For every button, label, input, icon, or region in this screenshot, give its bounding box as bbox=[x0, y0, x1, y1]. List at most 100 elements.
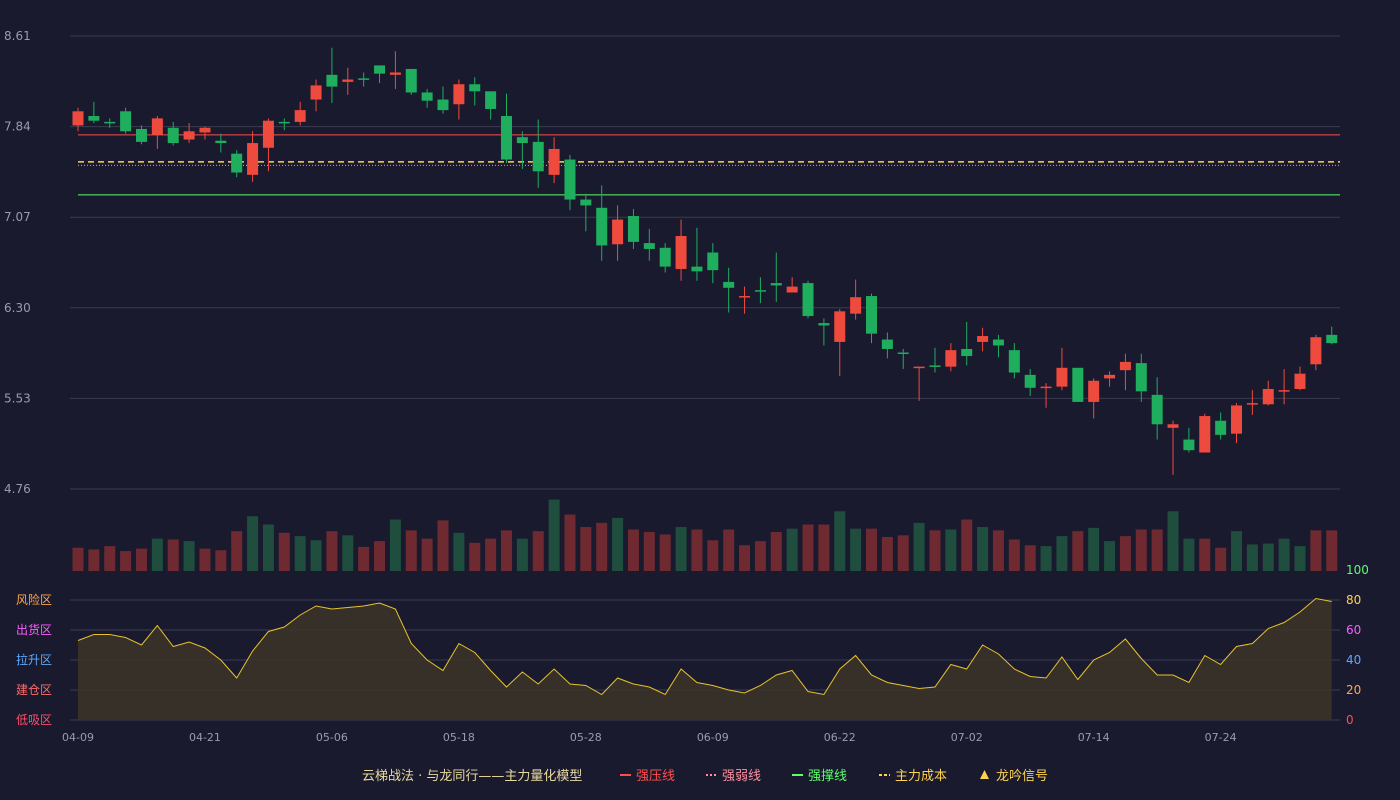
volume-bar bbox=[374, 541, 386, 571]
candle-body bbox=[1040, 386, 1052, 389]
volume-bar bbox=[1294, 546, 1306, 571]
volume-bars bbox=[72, 499, 1338, 571]
x-tick-label: 07-02 bbox=[951, 731, 983, 744]
candle bbox=[881, 332, 893, 359]
candle bbox=[834, 308, 846, 377]
volume-bar bbox=[818, 524, 830, 571]
x-tick-label: 05-28 bbox=[570, 731, 602, 744]
indicator-tick-label: 80 bbox=[1346, 593, 1361, 607]
candle bbox=[262, 118, 274, 172]
volume-bar bbox=[1008, 539, 1020, 571]
candle-body bbox=[294, 110, 306, 122]
candle-body bbox=[278, 121, 290, 124]
candle bbox=[612, 205, 624, 261]
candle bbox=[135, 125, 147, 145]
candle bbox=[1278, 368, 1290, 405]
candle bbox=[897, 348, 909, 369]
x-axis: 04-09 04-21 05-06 05-18 05-28 06-09 06-22 07-02… bbox=[62, 731, 1237, 744]
candle bbox=[1326, 326, 1338, 345]
candle-body bbox=[1104, 374, 1116, 379]
candle bbox=[739, 286, 751, 314]
indicator-tick-label: 60 bbox=[1346, 623, 1361, 637]
candle-body bbox=[770, 283, 782, 286]
candle-body bbox=[215, 140, 227, 144]
candle-body bbox=[548, 148, 560, 175]
candle-body bbox=[516, 137, 528, 144]
candle-body bbox=[374, 65, 386, 74]
volume-bar bbox=[1088, 527, 1100, 571]
volume-bar bbox=[1183, 538, 1195, 571]
candle-body bbox=[405, 68, 417, 93]
legend-label: 主力成本 bbox=[895, 769, 947, 784]
y-tick-label: 7.07 bbox=[4, 210, 31, 224]
legend-label: 龙吟信号 bbox=[996, 768, 1048, 784]
y-tick-label: 5.53 bbox=[4, 391, 31, 405]
candle-body bbox=[707, 252, 719, 271]
legend-triangle-icon bbox=[980, 770, 989, 779]
candle bbox=[516, 131, 528, 169]
candle bbox=[1231, 403, 1243, 444]
candle bbox=[469, 77, 481, 106]
candle bbox=[485, 91, 497, 120]
volume-bar bbox=[643, 531, 655, 571]
candle bbox=[643, 228, 655, 261]
indicator-line bbox=[77, 597, 1332, 720]
volume-bar bbox=[326, 531, 338, 571]
candle-body bbox=[151, 118, 163, 135]
candle-body bbox=[866, 296, 877, 334]
candle-body bbox=[1088, 380, 1100, 402]
candle bbox=[1167, 420, 1179, 475]
volume-bar bbox=[596, 522, 608, 571]
candle-body bbox=[913, 366, 925, 369]
candle-body bbox=[564, 159, 576, 200]
candle bbox=[548, 137, 560, 184]
volume-bar bbox=[1278, 538, 1290, 571]
volume-bar bbox=[1167, 511, 1179, 571]
indicator-area bbox=[78, 598, 1332, 720]
candle bbox=[1294, 366, 1306, 391]
candle bbox=[199, 126, 211, 140]
candle-body bbox=[1278, 390, 1290, 392]
candle bbox=[1056, 347, 1068, 391]
legend-label: 强撑线 bbox=[808, 769, 847, 784]
volume-bar bbox=[151, 538, 163, 571]
candle-body bbox=[262, 120, 274, 148]
volume-bar bbox=[723, 529, 735, 571]
volume-bar bbox=[1072, 531, 1084, 571]
candle bbox=[1310, 334, 1322, 371]
candle bbox=[342, 67, 354, 95]
candle-body bbox=[199, 127, 211, 133]
x-tick-label: 06-22 bbox=[824, 731, 856, 744]
candle-body bbox=[120, 111, 132, 132]
candle-body bbox=[596, 207, 608, 246]
candle bbox=[215, 133, 227, 153]
candle-body bbox=[231, 153, 243, 173]
volume-bar bbox=[183, 541, 195, 571]
candle bbox=[1024, 368, 1036, 397]
volume-bar bbox=[802, 524, 814, 571]
candle bbox=[247, 131, 259, 182]
candle bbox=[913, 366, 925, 401]
candle-body bbox=[1215, 420, 1227, 435]
y-tick-label: 8.61 bbox=[4, 29, 31, 43]
legend: 云梯战法 · 与龙同行——主力量化模型 强压线 强弱线 强撑线 主力成本 龙吟信号 bbox=[362, 768, 1048, 784]
volume-bar bbox=[199, 548, 211, 571]
y-tick-label: 6.30 bbox=[4, 301, 31, 315]
volume-bar bbox=[612, 517, 624, 571]
candle-body bbox=[358, 78, 370, 80]
candle-body bbox=[469, 84, 481, 92]
volume-bar bbox=[992, 530, 1004, 571]
candle-body bbox=[72, 111, 84, 126]
candle bbox=[770, 252, 782, 302]
candle bbox=[1262, 380, 1274, 406]
volume-bar bbox=[1310, 530, 1322, 571]
reference-lines bbox=[78, 134, 1340, 196]
candle bbox=[1104, 371, 1116, 387]
candle-body bbox=[500, 116, 512, 160]
candle-body bbox=[739, 296, 751, 298]
volume-bar bbox=[104, 546, 116, 571]
candle bbox=[802, 280, 814, 319]
candle-body bbox=[850, 297, 862, 314]
candle-body bbox=[485, 91, 497, 109]
volume-bar bbox=[421, 538, 433, 571]
